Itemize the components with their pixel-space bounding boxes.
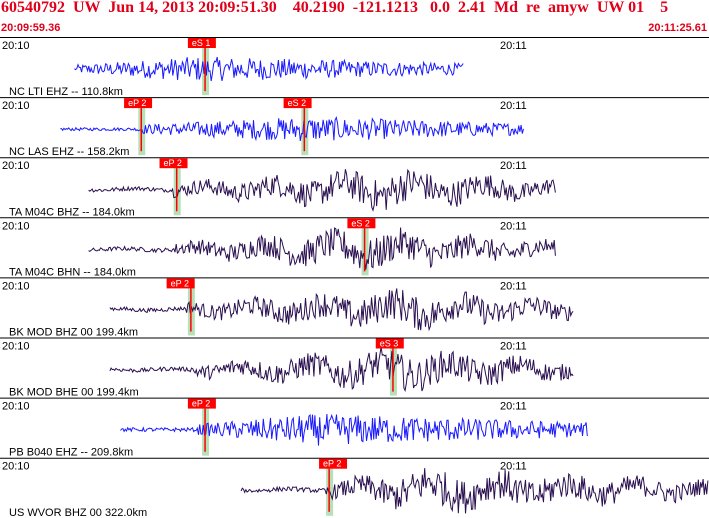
station-label: NC LAS EHZ -- 158.2km xyxy=(9,146,129,158)
pick-flag[interactable] xyxy=(166,278,195,289)
time-tick-label: 20:11 xyxy=(500,401,527,413)
pick-flag-label: eS 3 xyxy=(380,339,399,349)
pick-flag-label: eP 2 xyxy=(164,158,182,168)
trace-panel[interactable]: 20:10 20:11 eP 2 US WVOR BHZ 00 322.0km xyxy=(0,457,709,518)
trace-panel[interactable]: 20:10 20:11 eS 3 BK MOD BHE 00 199.4km xyxy=(0,337,709,399)
pick-flag[interactable] xyxy=(159,158,188,169)
pick-flag-label: eS 1 xyxy=(192,38,211,48)
trace-panel[interactable]: 20:10 20:11 eP 2 eS 2 NC LAS EHZ -- 158.2km xyxy=(0,97,709,159)
trace-panel[interactable]: 20:10 20:11 eS 1 NC LTI EHZ -- 110.8km xyxy=(0,37,709,99)
time-tick-label: 20:11 xyxy=(500,220,527,232)
pick-flag[interactable] xyxy=(375,338,404,349)
waveform-trace xyxy=(109,346,574,393)
time-tick-label: 20:10 xyxy=(2,40,30,52)
pick-flag[interactable] xyxy=(187,398,216,409)
station-label: BK MOD BHZ 00 199.4km xyxy=(9,327,138,339)
station-label: BK MOD BHE 00 199.4km xyxy=(9,387,139,399)
trace-panel[interactable]: 20:10 20:11 eS 2 TA M04C BHN -- 184.0km xyxy=(0,217,709,279)
time-tick-label: 20:11 xyxy=(500,40,527,52)
time-tick-label: 20:10 xyxy=(2,280,30,292)
trace-panel[interactable]: 20:10 20:11 eP 2 BK MOD BHZ 00 199.4km xyxy=(0,277,709,339)
pick-flag-label: eS 2 xyxy=(351,218,370,228)
station-label: TA M04C BHN -- 184.0km xyxy=(9,266,136,278)
time-tick-label: 20:11 xyxy=(500,100,527,112)
event-title: 60540792 UW Jun 14, 2013 20:09:51.30 40.… xyxy=(1,0,669,16)
pick-flag[interactable] xyxy=(347,218,376,229)
pick-flag-label: eS 2 xyxy=(288,98,307,108)
time-tick-label: 20:10 xyxy=(2,220,30,232)
trace-panel[interactable]: 20:10 20:11 eP 2 PB B040 EHZ -- 209.8km xyxy=(0,397,709,459)
waveform-trace xyxy=(74,56,464,82)
time-tick-label: 20:11 xyxy=(500,280,527,292)
station-label: TA M04C BHZ -- 184.0km xyxy=(9,206,135,218)
time-tick-label: 20:10 xyxy=(2,160,30,172)
time-tick-label: 20:10 xyxy=(2,461,30,473)
waveform-trace xyxy=(88,168,556,212)
pick-flag[interactable] xyxy=(283,98,312,109)
time-tick-label: 20:11 xyxy=(500,341,527,353)
pick-flag[interactable] xyxy=(187,38,216,48)
time-tick-label: 20:10 xyxy=(2,401,30,413)
pick-flag-label: eP 2 xyxy=(128,98,146,108)
time-tick-label: 20:11 xyxy=(500,461,527,473)
time-tick-label: 20:10 xyxy=(2,341,30,353)
waveform-trace xyxy=(120,413,588,446)
pick-flag-label: eP 2 xyxy=(323,459,341,469)
trace-panel[interactable]: 20:10 20:11 eP 2 TA M04C BHZ -- 184.0km xyxy=(0,157,709,219)
pick-flag-label: eP 2 xyxy=(192,399,210,409)
waveform-trace xyxy=(60,115,524,142)
waveform-trace xyxy=(240,468,709,514)
station-label: PB B040 EHZ -- 209.8km xyxy=(9,447,133,459)
seismogram-panels[interactable]: 20:10 20:11 eS 1 NC LTI EHZ -- 110.8km 20:10… xyxy=(0,37,709,518)
pick-flag[interactable] xyxy=(124,98,153,109)
waveform-trace xyxy=(109,288,574,332)
time-tick-label: 20:10 xyxy=(2,100,30,112)
window-start-time: 20:09:59.36 xyxy=(1,22,61,34)
station-label: NC LTI EHZ -- 110.8km xyxy=(9,86,123,98)
waveform-trace xyxy=(88,227,556,270)
window-end-time: 20:11:25.61 xyxy=(648,22,707,34)
station-label: US WVOR BHZ 00 322.0km xyxy=(9,507,147,518)
pick-flag-label: eP 2 xyxy=(171,278,189,288)
pick-flag[interactable] xyxy=(319,458,348,469)
time-tick-label: 20:11 xyxy=(500,160,527,172)
event-header: 60540792 UW Jun 14, 2013 20:09:51.30 40.… xyxy=(0,0,709,34)
